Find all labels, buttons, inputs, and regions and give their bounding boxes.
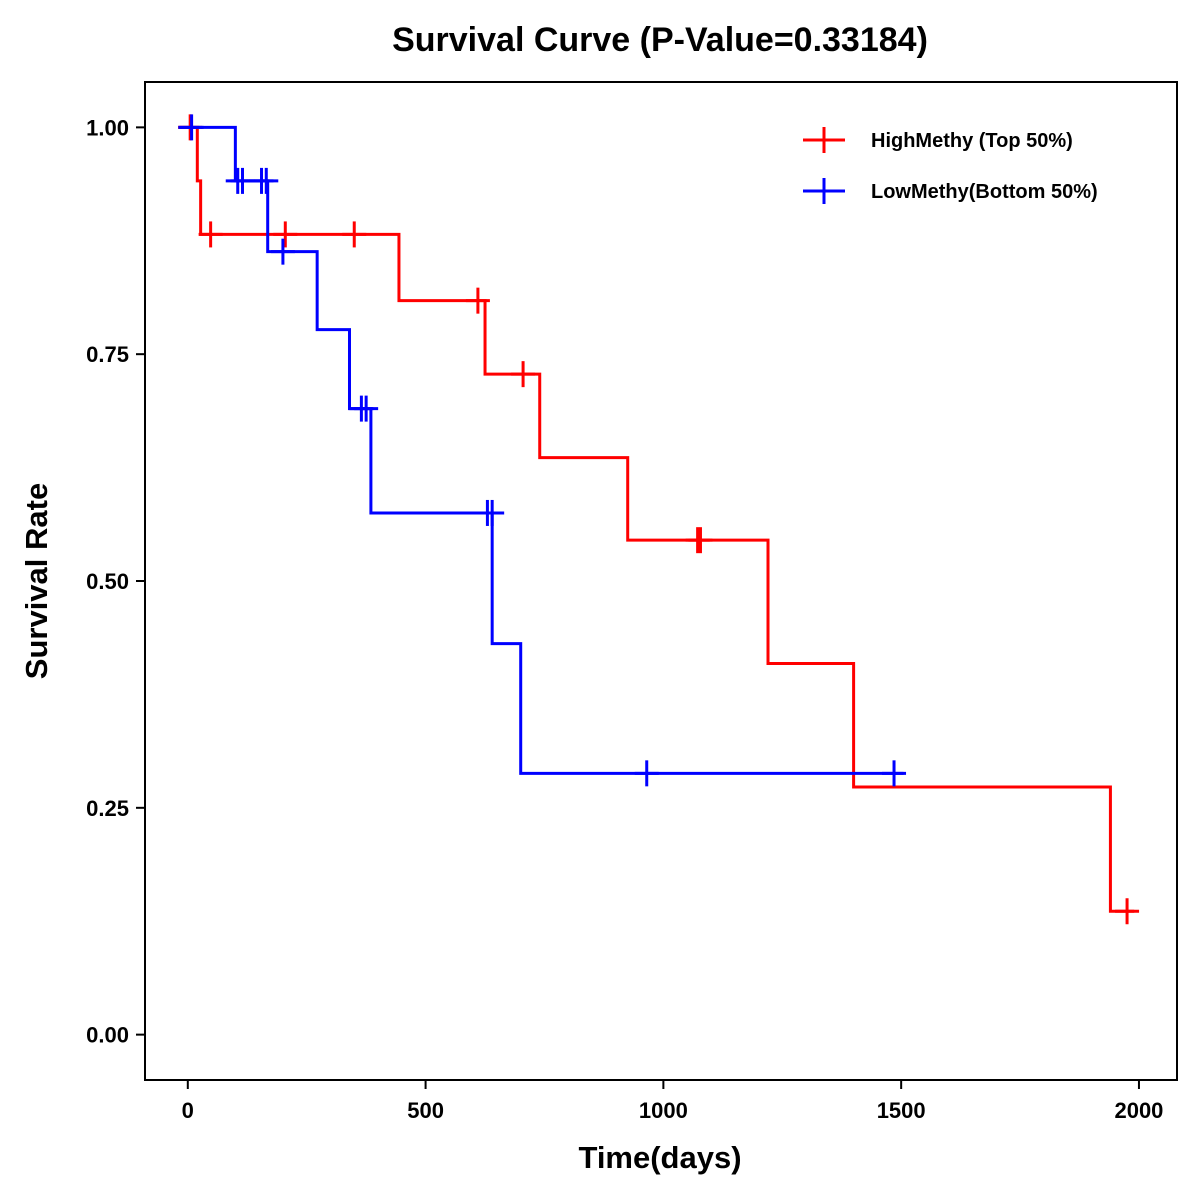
- censor-mark-high: [511, 361, 536, 388]
- legend-symbol-low: [803, 178, 845, 204]
- censor-mark-high: [342, 221, 367, 248]
- legend-symbol-high: [803, 127, 845, 153]
- x-tick-label: 1500: [877, 1098, 926, 1123]
- censor-mark-high: [688, 527, 713, 554]
- censor-mark-low: [354, 395, 379, 422]
- y-tick-label: 0.50: [86, 569, 129, 594]
- censor-mark-low: [480, 499, 505, 526]
- censor-mark-high: [1115, 898, 1140, 925]
- censor-mark-high: [273, 221, 298, 248]
- x-tick-label: 1000: [639, 1098, 688, 1123]
- legend-item-low: LowMethy(Bottom 50%): [803, 178, 1098, 204]
- y-axis-title: Survival Rate: [19, 483, 54, 679]
- censor-mark-high: [465, 287, 490, 314]
- series-line-high: [178, 125, 1135, 913]
- x-axis-title: Time(days): [578, 1140, 741, 1175]
- series-layer: [178, 114, 1140, 925]
- x-tick-label: 500: [407, 1098, 444, 1123]
- plot-frame: [144, 81, 1178, 1081]
- legend-label-low: LowMethy(Bottom 50%): [871, 181, 1098, 203]
- legend-item-high: HighMethy (Top 50%): [803, 127, 1073, 153]
- y-tick-label: 1.00: [86, 115, 129, 140]
- legend-label-high: HighMethy (Top 50%): [871, 130, 1073, 152]
- x-tick-label: 2000: [1114, 1098, 1163, 1123]
- censor-mark-low: [179, 114, 204, 141]
- censor-mark-low: [634, 760, 659, 787]
- legend: HighMethy (Top 50%) LowMethy(Bottom 50%): [803, 127, 1098, 204]
- y-tick-label: 0.25: [86, 796, 129, 821]
- censor-mark-low: [882, 760, 907, 787]
- censor-mark-low: [254, 167, 279, 194]
- y-tick-label: 0.00: [86, 1023, 129, 1048]
- chart-title: Survival Curve (P-Value=0.33184): [392, 21, 928, 59]
- x-axis: 0 500 1000 1500 2000: [182, 1080, 1163, 1123]
- censor-mark-high: [198, 221, 223, 248]
- x-tick-label: 0: [182, 1098, 194, 1123]
- censor-mark-low: [270, 238, 295, 265]
- y-axis: 0.00 0.25 0.50 0.75 1.00: [86, 115, 145, 1048]
- y-tick-label: 0.75: [86, 342, 129, 367]
